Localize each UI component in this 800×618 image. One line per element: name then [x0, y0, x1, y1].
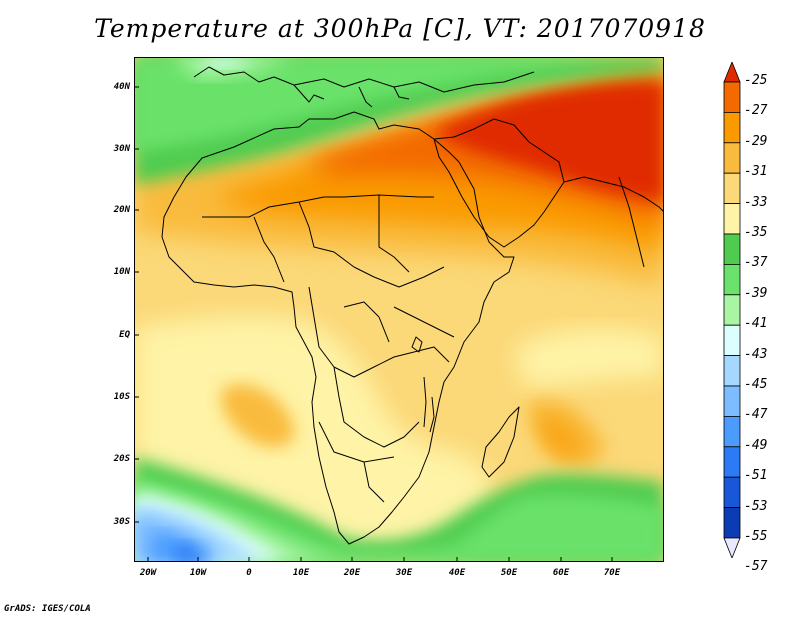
lon-label: 20E [343, 568, 361, 578]
colorbar-segment [723, 294, 741, 326]
colorbar-segment [723, 324, 741, 357]
lon-label: 70E [603, 568, 621, 578]
map-frame [134, 57, 664, 562]
colorbar-label: -31 [744, 164, 768, 180]
colorbar-segment [723, 233, 741, 265]
colorbar-segment [723, 537, 741, 558]
map-title: Temperature at 300hPa [C], VT: 201707091… [94, 14, 706, 43]
colorbar-segment [723, 203, 741, 235]
colorbar-label: -57 [744, 559, 768, 575]
colorbar-segment [723, 446, 741, 478]
colorbar-label: -53 [744, 498, 768, 514]
colorbar-segment [723, 172, 741, 204]
colorbar-segment [723, 142, 741, 174]
lon-label: 50E [500, 568, 518, 578]
lon-label: 0 [246, 568, 252, 578]
temperature-map [134, 57, 664, 562]
colorbar-label: -49 [744, 437, 768, 453]
colorbar-label: -29 [744, 133, 768, 149]
coastline-borders [161, 66, 664, 545]
colorbar-label: -25 [744, 73, 768, 88]
colorbar-label: -33 [744, 194, 768, 210]
lat-label: 10S [113, 392, 130, 402]
colorbar-label: -41 [744, 316, 768, 332]
colorbar-segment [723, 62, 741, 83]
credit-text: GrADS: IGES/COLA [4, 604, 91, 614]
colorbar-segment [723, 385, 741, 417]
colorbar-segment [723, 112, 741, 144]
colorbar-label: -35 [744, 225, 768, 240]
colorbar-label: -47 [744, 407, 768, 423]
colorbar-label: -39 [744, 285, 768, 301]
lon-label: 20W [139, 568, 157, 578]
colorbar-segment [723, 507, 741, 539]
lat-label: 10N [113, 267, 130, 277]
lat-label: 40N [113, 82, 130, 92]
lat-label: 20S [113, 454, 130, 464]
axis-ticks [134, 86, 613, 562]
lat-label: 20N [113, 205, 130, 215]
colorbar-label: -27 [744, 103, 768, 119]
colorbar-label: -43 [744, 346, 768, 362]
lon-label: 60E [552, 568, 570, 578]
colorbar [723, 62, 741, 558]
colorbar-segment [723, 355, 741, 387]
lat-label: EQ [119, 330, 130, 340]
temperature-field [134, 57, 664, 562]
colorbar-label: -51 [744, 468, 768, 484]
lon-label: 10E [292, 568, 310, 578]
colorbar-label: -55 [744, 529, 768, 544]
colorbar-label: -37 [744, 255, 768, 271]
colorbar-segment [723, 263, 741, 296]
colorbar-segment [723, 476, 741, 509]
colorbar-segment [723, 415, 741, 448]
lat-label: 30S [113, 517, 130, 527]
lon-label: 10W [189, 568, 207, 578]
colorbar-segment [723, 81, 741, 113]
colorbar-label: -45 [744, 377, 768, 392]
lat-label: 30N [113, 144, 130, 154]
lon-label: 40E [448, 568, 466, 578]
lon-label: 30E [395, 568, 413, 578]
